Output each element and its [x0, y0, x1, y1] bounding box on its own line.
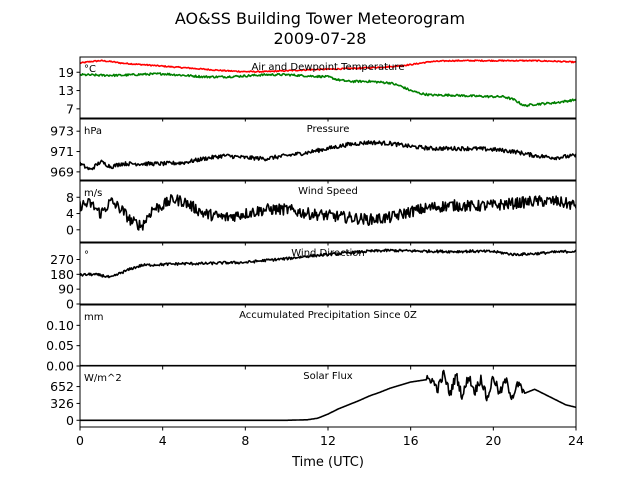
y-tick-label: 0	[66, 297, 74, 312]
series-line-1-0	[80, 140, 576, 171]
y-tick-label: 0.10	[46, 318, 74, 333]
y-tick-label: 8	[66, 190, 74, 205]
x-tick-label: 8	[241, 433, 249, 448]
y-tick-label: 326	[50, 396, 74, 411]
series-line-3-0	[80, 248, 576, 279]
panel-title: Wind Speed	[298, 186, 358, 197]
panel-title: Pressure	[307, 124, 350, 135]
panel-unit-label: hPa	[84, 126, 102, 137]
y-tick-label: 180	[50, 267, 74, 282]
series-line-2-0	[80, 194, 576, 231]
series-line-5-0	[80, 369, 576, 422]
x-axis-label: Time (UTC)	[291, 455, 364, 470]
panel-title: Wind Direction	[291, 248, 365, 259]
x-tick-label: 24	[568, 433, 584, 448]
y-tick-label: 971	[50, 144, 74, 159]
y-tick-label: 0.05	[46, 338, 74, 353]
x-tick-label: 0	[76, 433, 84, 448]
panel-title: Accumulated Precipitation Since 0Z	[239, 310, 417, 321]
y-tick-label: 270	[50, 252, 74, 267]
panel-unit-label: °C	[84, 64, 96, 75]
series-line-0-0	[80, 59, 576, 73]
panels-group: 7 13 19 °C Air and Dewpoint Temperature 969 97…	[46, 56, 584, 448]
series-line-0-1	[80, 72, 576, 108]
y-tick-label: 0.00	[46, 359, 74, 374]
y-tick-label: 0	[66, 413, 74, 428]
y-tick-label: 652	[50, 379, 74, 394]
x-tick-label: 12	[320, 433, 336, 448]
panel-unit-label: °	[84, 250, 89, 261]
figure-title: AO&SS Building Tower Meteorogram	[175, 9, 465, 28]
x-tick-label: 16	[403, 433, 419, 448]
panel-unit-label: m/s	[84, 188, 102, 199]
panel-unit-label: W/m^2	[84, 373, 122, 384]
panel-title: Air and Dewpoint Temperature	[252, 62, 405, 73]
y-tick-label: 90	[58, 282, 74, 297]
y-tick-label: 13	[58, 83, 74, 98]
x-tick-label: 4	[159, 433, 167, 448]
y-tick-label: 973	[50, 124, 74, 139]
y-tick-label: 969	[50, 164, 74, 179]
y-tick-label: 7	[66, 101, 74, 116]
x-tick-label: 20	[485, 433, 501, 448]
figure-date: 2009-07-28	[274, 29, 367, 48]
y-tick-label: 0	[66, 222, 74, 237]
y-tick-label: 19	[58, 65, 74, 80]
y-tick-label: 4	[66, 206, 74, 221]
panel-title: Solar Flux	[303, 371, 353, 382]
panel-unit-label: mm	[84, 312, 103, 323]
